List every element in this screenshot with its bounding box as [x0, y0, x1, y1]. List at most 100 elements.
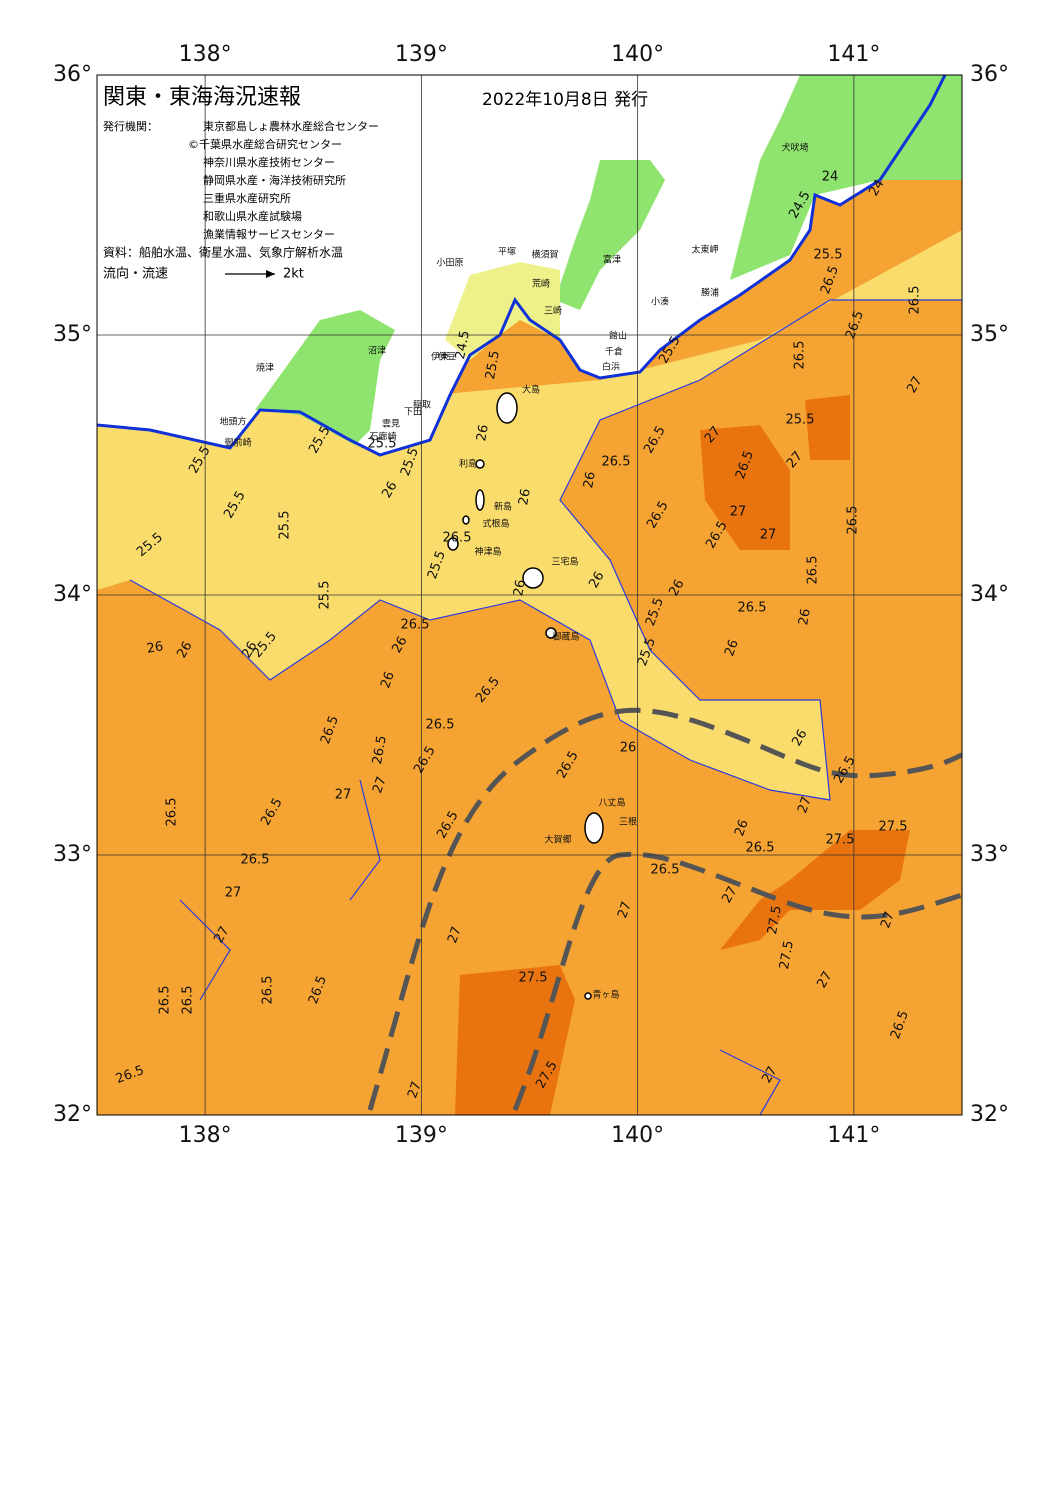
contour-label: 26 — [796, 608, 814, 627]
contour-label: 26 — [732, 818, 752, 839]
map-frame — [96, 74, 963, 1116]
contour-label: 27 — [445, 925, 465, 946]
island — [522, 567, 544, 589]
lat-tick-label: 32° — [53, 1102, 92, 1127]
lat-tick-label: 36° — [53, 62, 92, 87]
contour-label: 26.5 — [746, 841, 775, 856]
legend-scale: 2kt — [283, 267, 304, 282]
contour-label: 25.5 — [368, 437, 397, 452]
place-name: 御前崎 — [224, 437, 251, 449]
place-name: 神津島 — [474, 546, 501, 558]
place-name: 稲取 — [413, 399, 431, 411]
lon-tick-label: 141° — [827, 42, 880, 67]
contour-label: 26.5 — [181, 986, 196, 1015]
contour-label: 27.5 — [765, 904, 785, 935]
contour-label: 26 — [666, 577, 687, 599]
contour-label: 27.5 — [777, 939, 797, 970]
lat-tick-label: 35° — [53, 322, 92, 347]
kuroshio-axis — [367, 707, 963, 1111]
contour-label: 26.5 — [370, 734, 390, 765]
island — [584, 992, 592, 1000]
island — [475, 489, 485, 511]
warm-light-region — [97, 230, 962, 800]
lon-tick-label: 139° — [395, 1123, 448, 1148]
place-name: 白浜 — [602, 361, 620, 373]
place-name: 三崎 — [544, 305, 562, 317]
contour-label: 26 — [789, 727, 810, 749]
island — [462, 515, 470, 525]
place-name: 荒崎 — [532, 278, 550, 290]
current-line — [96, 74, 947, 457]
contour-label: 26.5 — [602, 455, 631, 470]
contour-label: 27 — [405, 1080, 425, 1101]
bay-region — [255, 75, 962, 445]
island — [584, 812, 604, 844]
issuer: 神奈川県水産技術センター — [203, 155, 335, 169]
place-name: 富津 — [603, 254, 621, 266]
island — [475, 459, 485, 469]
contour-label: 27 — [615, 900, 635, 921]
place-name: 太東岬 — [691, 244, 718, 256]
issuer: 三重県水産研究所 — [203, 191, 291, 205]
contour-label: 25.5 — [278, 511, 293, 540]
place-name: 焼津 — [256, 363, 274, 374]
contour-label: 26 — [722, 638, 742, 659]
contour-label: 26 — [378, 670, 398, 691]
contour-label: 24.5 — [453, 329, 473, 360]
lat-tick-label: 33° — [970, 842, 1009, 867]
place-name: 沼津 — [368, 346, 386, 357]
contour-label: 26.5 — [241, 853, 270, 868]
lat-tick-label: 33° — [53, 842, 92, 867]
contour-label: 26.5 — [846, 506, 861, 535]
place-name: 三根 — [619, 816, 637, 828]
issuer: 東京都島しょ農林水産総合センター — [203, 119, 379, 133]
lat-tick-label: 34° — [53, 582, 92, 607]
islands — [447, 392, 604, 1000]
island — [545, 627, 557, 639]
lon-tick-label: 141° — [827, 1123, 880, 1148]
place-name: 青ヶ島 — [592, 989, 619, 1001]
place-name: 三宅島 — [551, 556, 578, 568]
contour-label: 27 — [719, 884, 740, 906]
place-name: 勝浦 — [701, 287, 719, 299]
issuers: 東京都島しょ農林水産総合センター ©千葉県水産総合研究センター神奈川県水産技術セン… — [188, 119, 379, 241]
lat-tick-label: 36° — [970, 62, 1009, 87]
place-name: 小田原 — [436, 258, 463, 269]
lat-tick-label: 32° — [970, 1102, 1009, 1127]
place-name: 新島 — [494, 501, 512, 513]
contour-label: 27 — [760, 528, 777, 543]
contour-label: 27 — [878, 910, 898, 931]
contour-label: 27 — [225, 886, 242, 901]
contour-label: 26.5 — [165, 798, 180, 827]
contour-label: 27 — [335, 788, 352, 803]
place-name: 八丈島 — [598, 797, 625, 809]
title: 関東・東海海況速報 — [103, 85, 301, 110]
issuers-label: 発行機関： — [103, 119, 158, 133]
place-name: 下田 — [404, 407, 422, 418]
contour-label: 27 — [211, 924, 232, 946]
contour-label: 27 — [814, 969, 835, 991]
date: 2022年10月8日 発行 — [482, 90, 648, 110]
contour-label: 26 — [146, 639, 165, 657]
source: 資料：船舶水温、衛星水温、気象庁解析水温 — [103, 245, 343, 260]
place-name: 犬吠埼 — [781, 142, 808, 154]
contour-label: 25.5 — [318, 581, 333, 610]
contour-label: 26 — [239, 639, 260, 661]
kuroshio-axis — [512, 851, 963, 1111]
contour-label: 25.5 — [814, 248, 843, 263]
contour-label: 26.5 — [651, 863, 680, 878]
warm-dark-region — [455, 395, 910, 1115]
contour-label: 26 — [586, 569, 607, 591]
lat-tick-label: 35° — [970, 322, 1009, 347]
island — [496, 392, 518, 424]
contour-label: 26 — [389, 634, 410, 656]
legend-arrow-head — [266, 270, 275, 278]
issuer: ©千葉県水産総合研究センター — [188, 137, 342, 151]
contour-label: 26 — [581, 471, 599, 490]
place-name: 地頭方 — [219, 416, 246, 428]
contour-label: 26.5 — [806, 556, 821, 585]
contour-label: 24 — [822, 170, 839, 185]
issuer: 静岡県水産・海洋技術研究所 — [203, 173, 346, 187]
contour-label: 26 — [474, 424, 492, 443]
place-name: 横須賀 — [531, 249, 558, 261]
